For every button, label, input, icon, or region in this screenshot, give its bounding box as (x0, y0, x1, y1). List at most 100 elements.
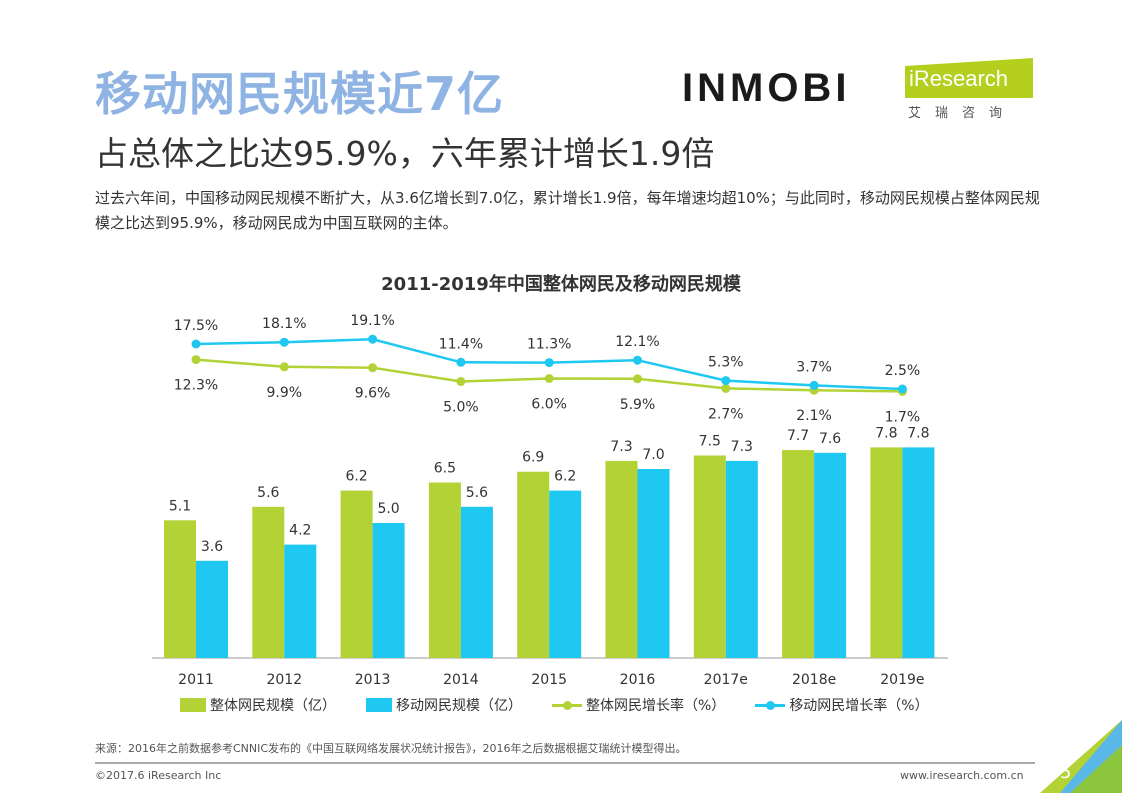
data-label: 9.9% (267, 385, 303, 401)
bar (693, 455, 726, 658)
legend-line (755, 700, 786, 710)
x-tick-label: 2019e (880, 672, 924, 688)
data-label: 5.0% (443, 400, 479, 416)
legend-swatch (366, 698, 392, 712)
data-label: 18.1% (262, 316, 306, 332)
data-label: 5.6 (466, 485, 488, 501)
data-label: 7.0 (642, 447, 664, 463)
bar (637, 469, 670, 658)
bar (517, 471, 550, 658)
legend-label: 移动网民规模（亿） (396, 698, 522, 714)
x-tick-label: 2014 (443, 672, 479, 688)
line-point (191, 355, 201, 365)
data-label: 5.9% (620, 397, 656, 413)
legend-item: 移动网民增长率（%） (755, 695, 929, 715)
data-label: 2.1% (796, 408, 832, 424)
x-tick-label: 2017e (704, 672, 748, 688)
page-subtitle: 占总体之比达95.9%，六年累计增长1.9倍 (95, 134, 715, 173)
data-label: 3.6 (201, 539, 223, 555)
x-tick-label: 2018e (792, 672, 836, 688)
bar (460, 506, 493, 658)
line-point (633, 374, 642, 384)
bar (372, 523, 405, 658)
description: 过去六年间，中国移动网民规模不断扩大，从3.6亿增长到7.0亿，累计增长1.9倍… (95, 189, 1040, 232)
x-tick-label: 2015 (531, 672, 567, 688)
data-label: 5.0 (377, 501, 399, 517)
bar (605, 460, 638, 658)
bar (340, 490, 373, 658)
data-label: 4.2 (289, 523, 311, 539)
data-label: 7.8 (875, 425, 897, 441)
bar (196, 560, 228, 658)
line-point (368, 334, 378, 344)
data-label: 6.2 (345, 469, 367, 485)
line-point (809, 380, 819, 390)
page-title: 移动网民规模近7亿 (95, 67, 505, 121)
line-point (368, 363, 378, 373)
data-label: 11.4% (439, 336, 483, 352)
data-label: 7.3 (731, 439, 753, 455)
data-label: 5.6 (257, 485, 279, 501)
bar (814, 452, 847, 658)
data-label: 2.7% (708, 406, 744, 422)
bar (428, 482, 461, 658)
data-label: 6.9 (522, 450, 544, 466)
bar (902, 447, 935, 658)
bar (870, 447, 903, 658)
data-label: 6.5 (434, 461, 456, 477)
line-point (721, 383, 731, 393)
legend-item: 整体网民增长率（%） (552, 695, 725, 715)
legend: 整体网民规模（亿） 移动网民规模（亿） 整体网民增长率（%） 移动网民增长率（%… (180, 695, 929, 715)
line-point (456, 357, 466, 367)
legend-item: 移动网民规模（亿） (366, 695, 522, 715)
chart-title: 2011-2019年中国整体网民及移动网民规模 (381, 274, 741, 295)
bar (284, 544, 317, 658)
data-label: 6.0% (531, 397, 567, 413)
data-label: 19.1% (350, 313, 394, 329)
line-point (544, 358, 554, 368)
data-label: 7.8 (907, 425, 929, 441)
line-point (279, 362, 289, 372)
data-label: 2.5% (885, 363, 921, 379)
data-label: 3.7% (796, 359, 832, 375)
data-label: 12.1% (615, 334, 659, 350)
x-tick-label: 2012 (266, 672, 302, 688)
data-label: 5.3% (708, 355, 744, 371)
page-number: 5 (1060, 762, 1072, 783)
bar (725, 460, 758, 658)
data-label: 7.5 (699, 434, 721, 450)
line-point (456, 377, 466, 386)
legend-label: 整体网民增长率（%） (586, 698, 726, 714)
copyright: ©2017.6 iResearch Inc (95, 769, 222, 782)
data-label: 5.1 (169, 498, 191, 514)
line-point (279, 337, 289, 347)
legend-label: 整体网民规模（亿） (210, 698, 336, 714)
bar (252, 506, 285, 658)
line-point (897, 384, 907, 394)
bar (164, 520, 196, 658)
bar (549, 490, 582, 658)
line-point (191, 339, 201, 349)
line-point (544, 374, 554, 383)
data-label: 7.6 (819, 431, 841, 447)
legend-line (552, 700, 582, 710)
website-link[interactable]: www.iresearch.com.cn (900, 769, 1024, 782)
data-label: 17.5% (174, 318, 218, 334)
data-label: 12.3% (174, 378, 218, 394)
inmobi-logo: INMOBI (682, 66, 851, 110)
corner-decoration (1040, 720, 1122, 793)
line-point (721, 376, 731, 386)
divider (95, 762, 1035, 764)
data-label: 11.3% (527, 337, 571, 353)
data-label: 9.6% (355, 386, 391, 402)
x-tick-label: 2011 (178, 672, 214, 688)
source-note: 来源：2016年之前数据参考CNNIC发布的《中国互联网络发展状况统计报告》，2… (95, 742, 687, 755)
data-label: 6.2 (554, 469, 576, 485)
iresearch-logo-cn: 艾瑞咨询 (908, 106, 1017, 121)
x-tick-label: 2013 (355, 672, 391, 688)
x-tick-label: 2016 (620, 672, 656, 688)
legend-item: 整体网民规模（亿） (180, 695, 336, 715)
data-label: 7.7 (787, 428, 809, 444)
